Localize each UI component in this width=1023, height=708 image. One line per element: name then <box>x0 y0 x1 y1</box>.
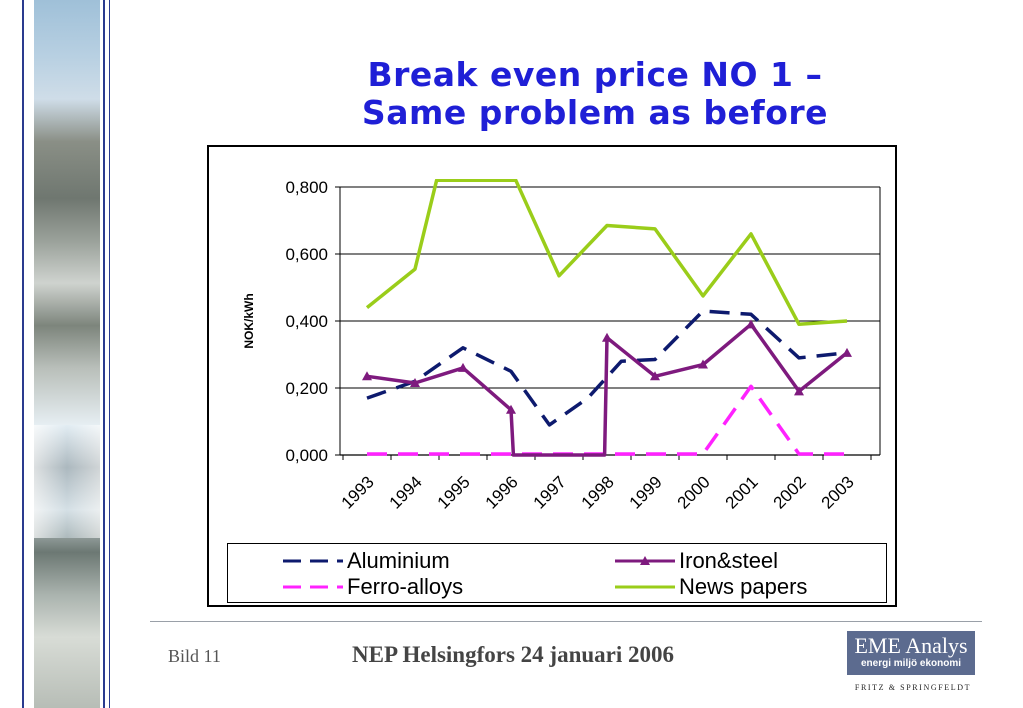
logo-main-text: EME Analys <box>854 633 968 658</box>
data-point-marker <box>842 347 852 357</box>
data-point-marker <box>410 377 420 387</box>
data-point-marker <box>602 332 612 342</box>
left-divider-line <box>22 0 24 708</box>
y-tick-label: 0,400 <box>285 312 328 331</box>
x-tick-label: 2001 <box>722 472 762 512</box>
data-point-marker <box>746 319 756 329</box>
data-point-marker <box>458 362 468 372</box>
data-point-marker <box>698 359 708 369</box>
left-divider-line <box>109 0 110 708</box>
y-tick-label: 0,000 <box>285 446 328 465</box>
x-tick-label: 1993 <box>338 472 378 512</box>
company-logo: EME Analys energi miljö ekonomi <box>847 631 975 675</box>
series-line-aluminium <box>366 309 848 427</box>
x-tick-label: 1997 <box>530 472 570 512</box>
y-tick-label: 0,800 <box>285 178 328 197</box>
legend-label: Iron&steel <box>679 548 779 573</box>
side-photo-strip <box>34 0 100 708</box>
x-tick-label: 1999 <box>626 472 666 512</box>
legend-label: Aluminium <box>347 548 450 573</box>
footer-text: NEP Helsingfors 24 januari 2006 <box>352 642 675 667</box>
data-point-marker <box>650 371 660 381</box>
title-line-1: Break even price NO 1 – <box>367 55 823 94</box>
title-line-2: Same problem as before <box>361 93 829 132</box>
y-tick-label: 0,200 <box>285 379 328 398</box>
legend-label: Ferro-alloys <box>347 574 464 599</box>
page-number: Bild 11 <box>168 646 221 666</box>
data-point-marker <box>506 404 516 414</box>
chart-frame <box>207 145 897 607</box>
x-tick-label: 1996 <box>482 472 522 512</box>
footer-divider <box>150 621 982 622</box>
data-point-marker <box>794 386 804 396</box>
legend-label: News papers <box>679 574 808 599</box>
x-tick-label: 1998 <box>578 472 618 512</box>
legend-item-ferro-alloys: Ferro-alloys <box>283 574 463 600</box>
series-line-ferro-alloys <box>367 384 847 456</box>
logo-sub-text: energi miljö ekonomi <box>860 658 962 669</box>
slide-title: Break even price NO 1 – Same problem as … <box>300 56 890 132</box>
x-tick-label: 2003 <box>818 472 858 512</box>
legend-item-aluminium: Aluminium <box>283 548 450 574</box>
data-point-marker <box>362 371 372 381</box>
y-tick-label: 0,600 <box>285 245 328 264</box>
left-divider-line <box>103 0 105 708</box>
chart-legend: Aluminium Ferro-alloys Iron&steel News p… <box>227 543 887 603</box>
x-tick-label: 2002 <box>770 472 810 512</box>
x-tick-label: 1995 <box>434 472 474 512</box>
y-axis-label: NOK/kWh <box>242 293 256 348</box>
legend-item-iron-steel: Iron&steel <box>615 548 778 574</box>
logo-company-text: FRITZ & SPRINGFELDT <box>854 683 972 692</box>
series-line-iron-steel <box>366 322 849 457</box>
x-tick-label: 2000 <box>674 472 714 512</box>
legend-item-news-papers: News papers <box>615 574 807 600</box>
series-line-news-papers <box>365 179 848 327</box>
x-tick-label: 1994 <box>386 472 426 512</box>
